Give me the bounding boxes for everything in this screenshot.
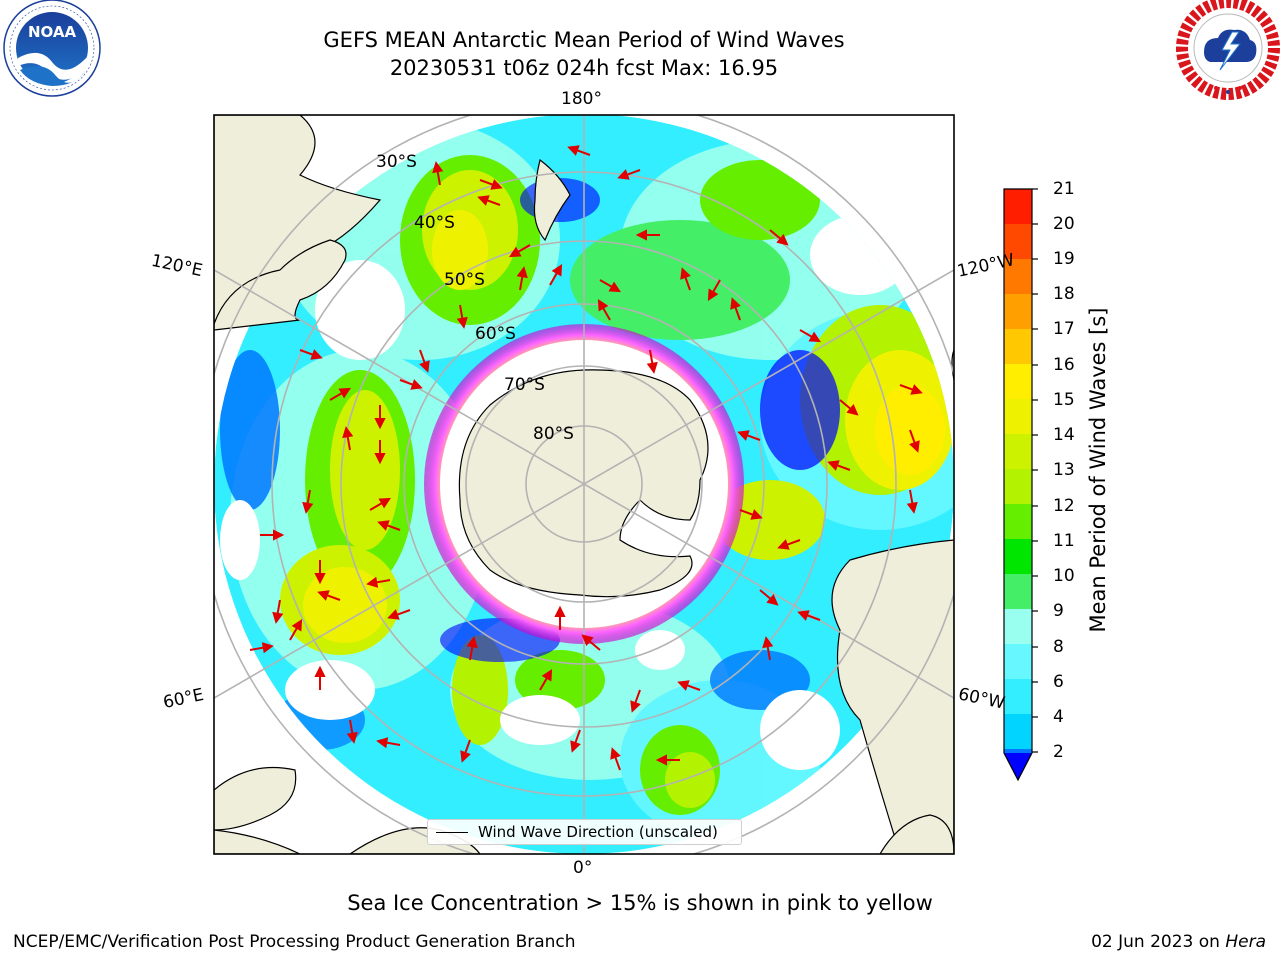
footer-credit: NCEP/EMC/Verification Post Processing Pr… — [13, 932, 576, 952]
map-frame — [213, 114, 955, 855]
noaa-logo-text: NOAA — [28, 23, 77, 41]
colorbar-tick: 10 — [1053, 566, 1075, 586]
colorbar-tick: 11 — [1053, 531, 1075, 551]
colorbar-tick: 14 — [1053, 425, 1075, 445]
colorbar-tick: 21 — [1053, 179, 1075, 199]
colorbar-tick: 9 — [1053, 601, 1064, 621]
colorbar-tick: 15 — [1053, 390, 1075, 410]
colorbar — [1003, 188, 1038, 782]
graticule — [214, 115, 954, 854]
lon-label-0: 0° — [573, 858, 593, 878]
wave-period-field — [214, 115, 954, 854]
colorbar-tick: 16 — [1053, 355, 1075, 375]
lat-label-80s: 80°S — [533, 424, 574, 444]
map-legend: Wind Wave Direction (unscaled) — [427, 819, 742, 845]
map-subtitle: 20230531 t06z 024h fcst Max: 16.95 — [389, 56, 779, 80]
noaa-logo: NOAA — [3, 0, 101, 97]
lon-label-180: 180° — [561, 89, 602, 109]
map-title: GEFS MEAN Antarctic Mean Period of Wind … — [323, 28, 845, 52]
lat-label-30s: 30°S — [376, 152, 417, 172]
colorbar-tick: 13 — [1053, 460, 1075, 480]
colorbar-tick: 2 — [1053, 742, 1064, 762]
colorbar-tick: 8 — [1053, 637, 1064, 657]
colorbar-tick: 4 — [1053, 707, 1064, 727]
lat-label-60s: 60°S — [475, 324, 516, 344]
footer-date-text: 02 Jun 2023 on — [1091, 932, 1226, 952]
colorbar-tick: 12 — [1053, 496, 1075, 516]
colorbar-tick: 6 — [1053, 672, 1064, 692]
footer-machine: Hera — [1225, 932, 1266, 952]
legend-line-swatch — [436, 832, 468, 833]
colorbar-tick: 18 — [1053, 284, 1075, 304]
colorbar-tick: 17 — [1053, 319, 1075, 339]
colorbar-label: Mean Period of Wind Waves [s] — [1086, 307, 1110, 633]
footer-date: 02 Jun 2023 on Hera — [1091, 932, 1266, 952]
lat-label-50s: 50°S — [444, 270, 485, 290]
sea-ice-note: Sea Ice Concentration > 15% is shown in … — [347, 891, 933, 915]
wind-wave-arrows — [249, 145, 923, 771]
nws-logo — [1176, 0, 1280, 100]
lat-label-40s: 40°S — [414, 213, 455, 233]
lat-label-70s: 70°S — [504, 375, 545, 395]
colorbar-tick: 20 — [1053, 214, 1075, 234]
legend-label: Wind Wave Direction (unscaled) — [478, 823, 718, 841]
colorbar-tick: 19 — [1053, 249, 1075, 269]
landmasses — [214, 115, 954, 854]
